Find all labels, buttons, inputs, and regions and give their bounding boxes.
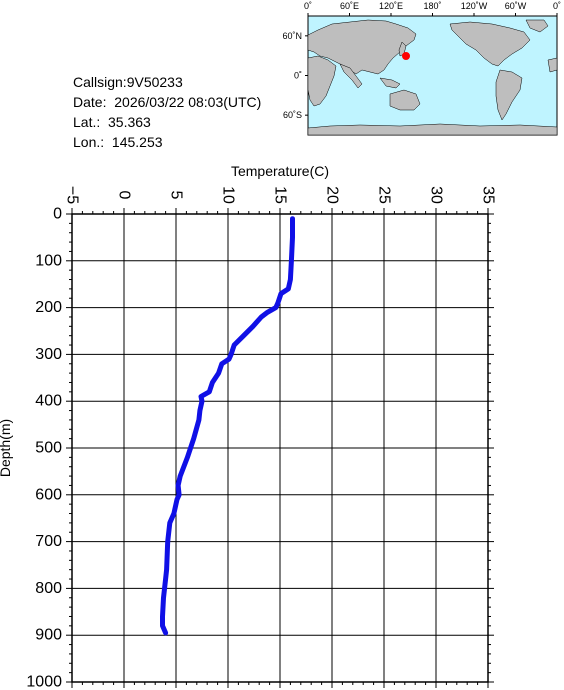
map-lon-label: 120˚E <box>379 1 403 11</box>
temperature-profile-line <box>160 216 295 636</box>
map-lat-label: 0˚ <box>294 71 302 81</box>
x-tick-label: 20 <box>324 186 341 204</box>
x-tick-label: 35 <box>480 186 497 204</box>
map-lat-label: 60˚N <box>282 31 302 41</box>
x-tick-label: 5 <box>168 191 185 200</box>
y-tick-label: 700 <box>35 533 62 550</box>
callsign-text: Callsign:9V50233 <box>73 74 183 90</box>
world-map: 0˚ 60˚E 120˚E 180˚ 120˚W 60˚W 0˚ 60˚N 0˚ 60˚S <box>282 1 561 136</box>
x-tick-label: 10 <box>220 186 237 204</box>
map-lon-label: 60˚W <box>505 1 527 11</box>
map-land <box>307 19 558 136</box>
y-tick-label: 800 <box>35 580 62 597</box>
lat-text: Lat.: 35.363 <box>73 114 151 130</box>
float-info: Callsign:9V50233 Date: 2026/03/22 08:03(… <box>73 72 261 152</box>
y-tick-label: 100 <box>35 252 62 269</box>
map-marker <box>402 52 410 60</box>
map-lon-label: 60˚E <box>340 1 359 11</box>
y-tick-label: 200 <box>35 299 62 316</box>
map-lon-label: 0˚ <box>553 1 561 11</box>
map-lon-label: 180˚ <box>423 1 441 11</box>
x-axis-label: Temperature(C) <box>231 163 329 179</box>
chart-grid <box>71 213 489 683</box>
x-tick-label: 15 <box>272 186 289 204</box>
y-tick-label: 0 <box>53 206 62 223</box>
y-tick-label: 900 <box>35 627 62 644</box>
map-lon-labels: 0˚ 60˚E 120˚E 180˚ 120˚W 60˚W 0˚ <box>304 1 561 16</box>
date-text: Date: 2026/03/22 08:03(UTC) <box>73 94 262 110</box>
map-lat-labels: 60˚N 0˚ 60˚S <box>282 31 308 120</box>
map-lon-label: 0˚ <box>304 1 312 11</box>
x-tick-label: 30 <box>428 186 445 204</box>
y-tick-label: 1000 <box>26 674 62 690</box>
x-tick-label: 25 <box>376 186 393 204</box>
y-tick-label: 300 <box>35 346 62 363</box>
x-tick-label: 0 <box>116 191 133 200</box>
y-tick-label: 600 <box>35 486 62 503</box>
y-axis-ticks: 0 100 200 300 400 500 600 700 800 900 1000 <box>26 206 494 690</box>
x-axis-ticks: −5 0 5 10 15 20 25 30 35 <box>64 186 497 688</box>
lon-text: Lon.: 145.253 <box>73 134 163 150</box>
y-tick-label: 500 <box>35 440 62 457</box>
map-lon-label: 120˚W <box>461 1 488 11</box>
map-lat-label: 60˚S <box>283 110 302 120</box>
y-axis-label: Depth(m) <box>0 419 13 477</box>
y-tick-label: 400 <box>35 393 62 410</box>
x-tick-label: −5 <box>64 186 81 204</box>
